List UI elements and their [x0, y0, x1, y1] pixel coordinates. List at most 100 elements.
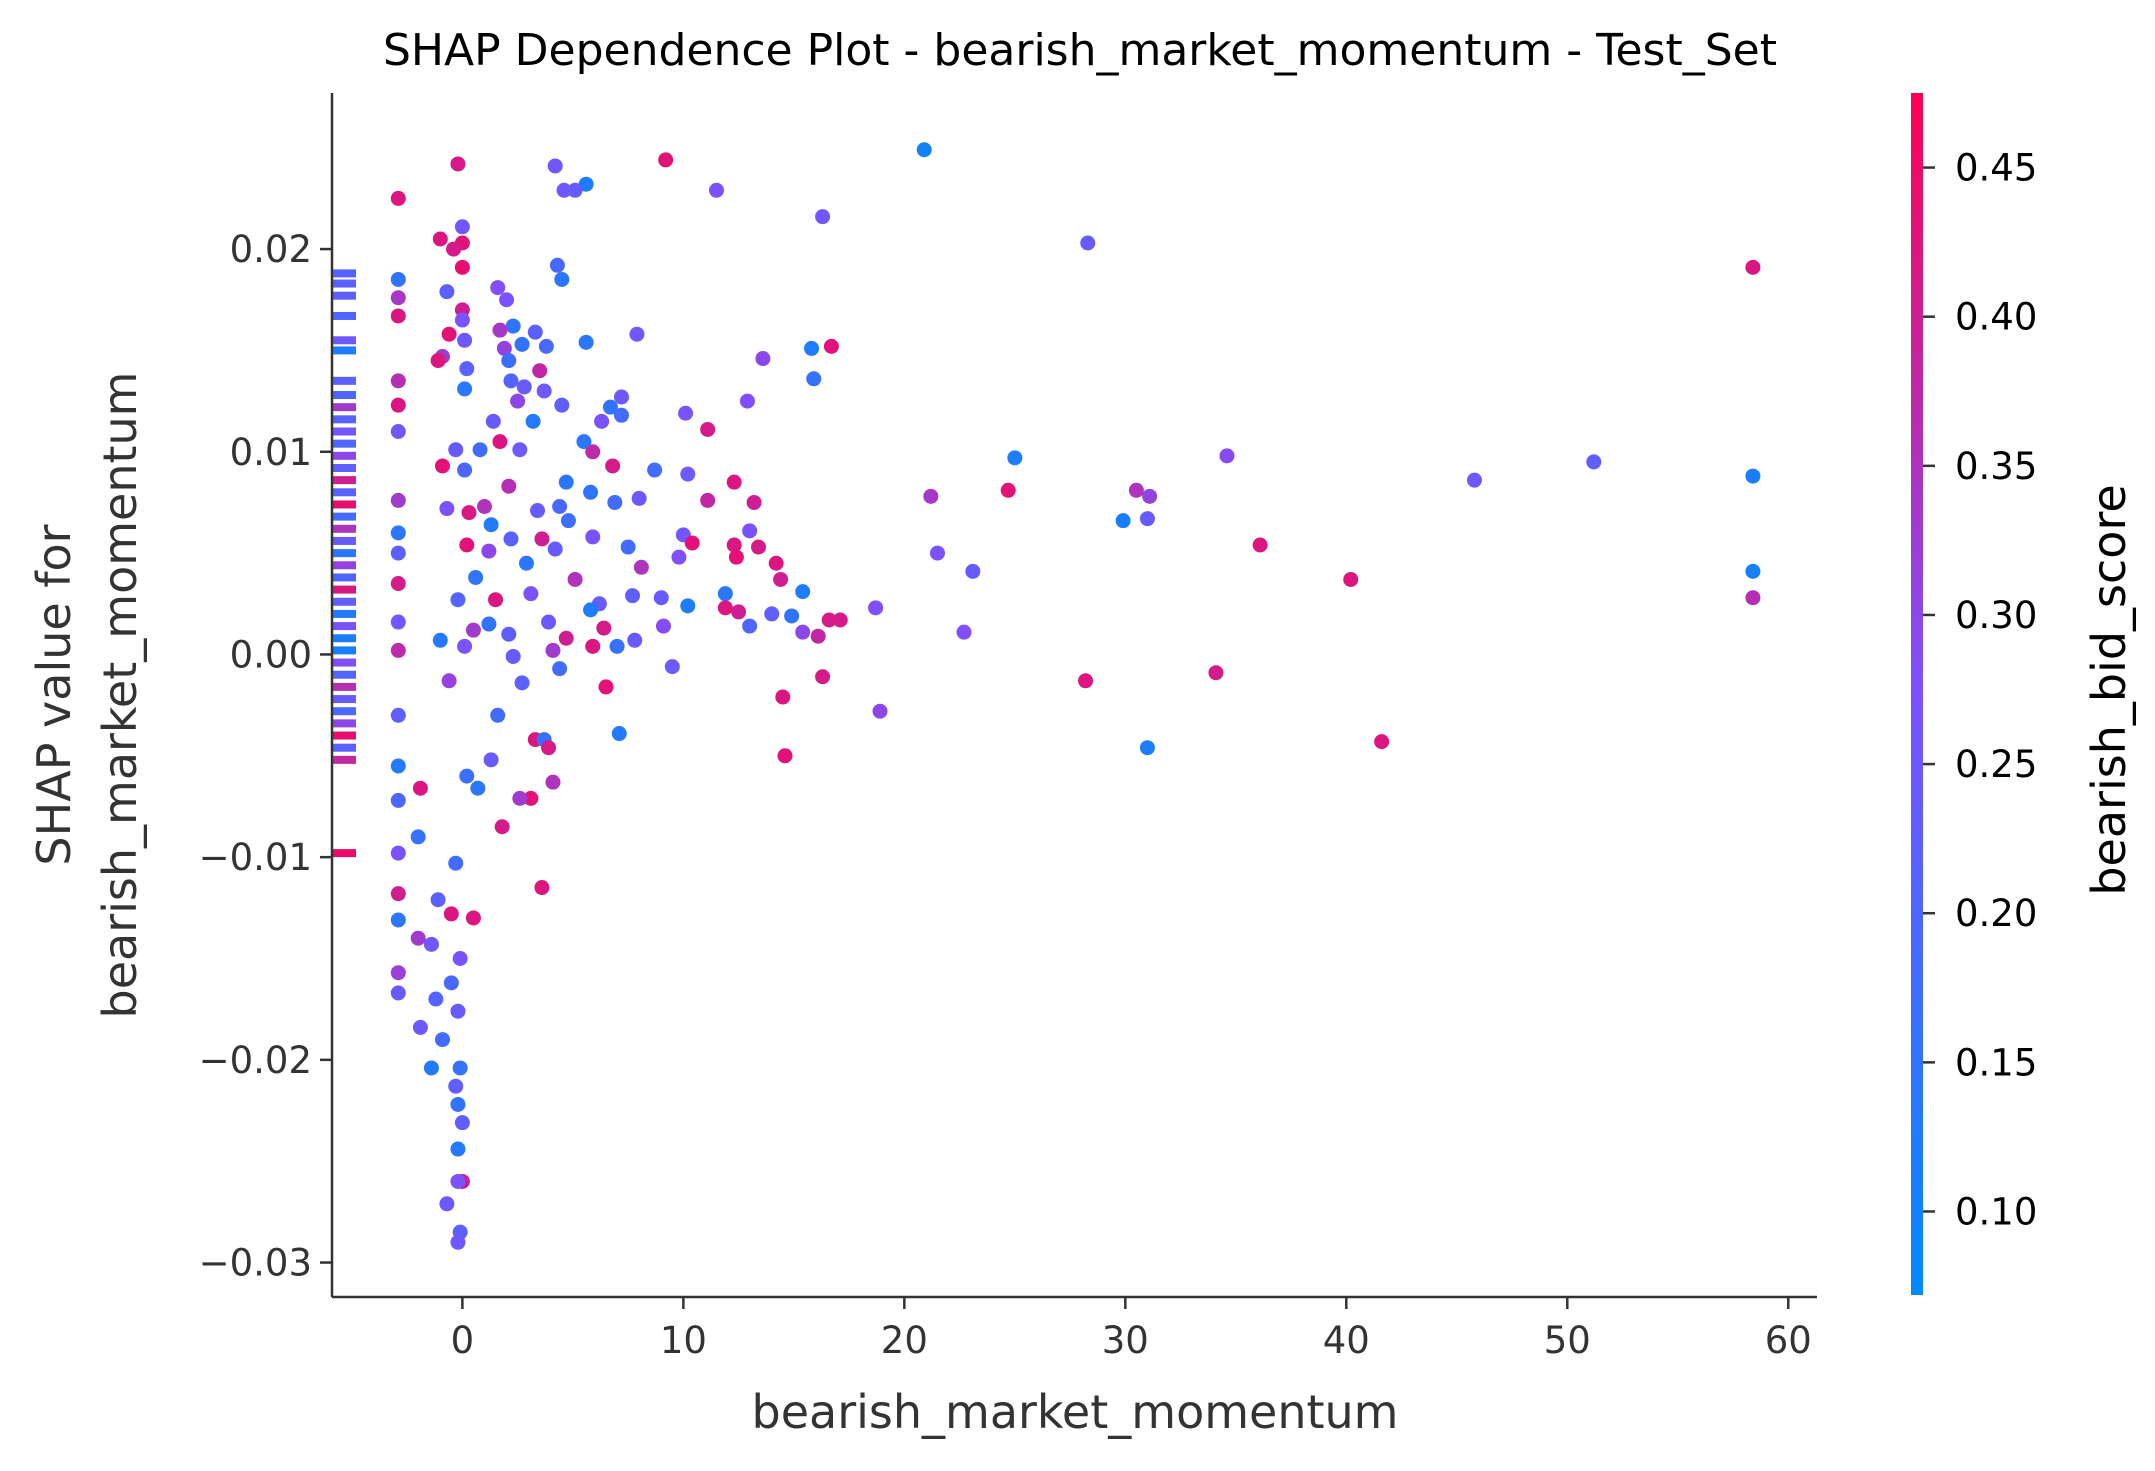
- scatter-points: [390, 142, 1761, 1250]
- plot-area: [331, 142, 1761, 1250]
- data-point: [576, 434, 592, 450]
- data-point: [613, 407, 629, 423]
- data-point: [684, 535, 700, 551]
- x-tick-label: 30: [1102, 1319, 1149, 1362]
- colorbar-gradient: [1911, 93, 1923, 1295]
- data-point: [483, 517, 499, 533]
- data-point: [726, 474, 742, 490]
- data-point: [678, 405, 694, 421]
- y-axis-label-line-2: bearish_market_momentum: [93, 372, 147, 1019]
- data-point: [541, 614, 557, 630]
- data-point: [510, 393, 526, 409]
- x-tick-label: 10: [660, 1319, 707, 1362]
- data-point: [412, 780, 428, 796]
- data-point: [448, 442, 464, 458]
- missing-value-mark: [331, 743, 356, 752]
- y-tick-label: −0.03: [199, 1242, 312, 1285]
- data-point: [755, 351, 771, 367]
- missing-value-mark: [331, 269, 356, 278]
- data-point: [541, 740, 557, 756]
- data-point: [545, 642, 561, 658]
- data-point: [468, 569, 484, 585]
- missing-value-mark: [331, 719, 356, 728]
- data-point: [923, 488, 939, 504]
- data-point: [441, 326, 457, 342]
- x-tick-label: 60: [1765, 1319, 1812, 1362]
- data-point: [472, 442, 488, 458]
- data-point: [916, 142, 932, 158]
- data-point: [821, 612, 837, 628]
- data-point: [775, 689, 791, 705]
- data-point: [717, 600, 733, 616]
- data-point: [764, 606, 780, 622]
- data-point: [728, 549, 744, 565]
- data-point: [1745, 590, 1761, 606]
- data-point: [448, 855, 464, 871]
- data-point: [558, 474, 574, 490]
- data-point: [700, 492, 716, 508]
- data-point: [629, 326, 645, 342]
- colorbar-tick-label: 0.25: [1955, 743, 2037, 786]
- missing-value-mark: [331, 549, 356, 558]
- missing-value-mark: [331, 463, 356, 472]
- missing-value-mark: [331, 427, 356, 436]
- data-point: [448, 1078, 464, 1094]
- data-point: [547, 541, 563, 557]
- data-point: [457, 332, 473, 348]
- data-point: [1745, 563, 1761, 579]
- missing-value-mark: [331, 561, 356, 570]
- missing-value-mark: [331, 682, 356, 691]
- data-point: [434, 458, 450, 474]
- y-tick-label: 0.02: [230, 228, 312, 271]
- data-point: [545, 774, 561, 790]
- data-point: [554, 271, 570, 287]
- data-point: [560, 513, 576, 529]
- data-point: [1139, 511, 1155, 527]
- data-point: [461, 505, 477, 521]
- data-point: [567, 571, 583, 587]
- data-point: [525, 413, 541, 429]
- data-point: [609, 638, 625, 654]
- colorbar-tick-label: 0.35: [1955, 445, 2037, 488]
- data-point: [868, 600, 884, 616]
- data-point: [494, 819, 510, 835]
- data-point: [627, 632, 643, 648]
- data-point: [768, 555, 784, 571]
- data-point: [607, 494, 623, 510]
- data-point: [965, 563, 981, 579]
- data-point: [534, 531, 550, 547]
- data-point: [578, 176, 594, 192]
- data-point: [1139, 740, 1155, 756]
- data-point: [390, 707, 406, 723]
- data-point: [454, 259, 470, 275]
- data-point: [671, 549, 687, 565]
- missing-value-mark: [331, 500, 356, 509]
- missing-value-mark: [331, 291, 356, 300]
- data-point: [717, 586, 733, 602]
- data-point: [390, 985, 406, 1001]
- colorbar-tick-label: 0.15: [1955, 1041, 2037, 1084]
- missing-value-mark: [331, 849, 356, 858]
- data-point: [567, 182, 583, 198]
- data-point: [412, 1019, 428, 1035]
- data-point: [454, 1115, 470, 1131]
- missing-value-mark: [331, 391, 356, 400]
- data-point: [527, 324, 543, 340]
- data-point: [1374, 734, 1390, 750]
- chart-title: SHAP Dependence Plot - bearish_market_mo…: [383, 25, 1777, 76]
- data-point: [457, 381, 473, 397]
- data-point: [1000, 482, 1016, 498]
- data-point: [956, 624, 972, 640]
- data-point: [633, 559, 649, 575]
- data-point: [441, 673, 457, 689]
- y-axis: −0.03 −0.02 −0.01 0.00 0.01 0.02: [199, 93, 334, 1297]
- data-point: [485, 413, 501, 429]
- data-point: [523, 586, 539, 602]
- data-point: [518, 555, 534, 571]
- data-point: [605, 458, 621, 474]
- data-point: [647, 462, 663, 478]
- data-point: [390, 886, 406, 902]
- data-point: [450, 1173, 466, 1189]
- data-point: [536, 383, 552, 399]
- data-point: [750, 539, 766, 555]
